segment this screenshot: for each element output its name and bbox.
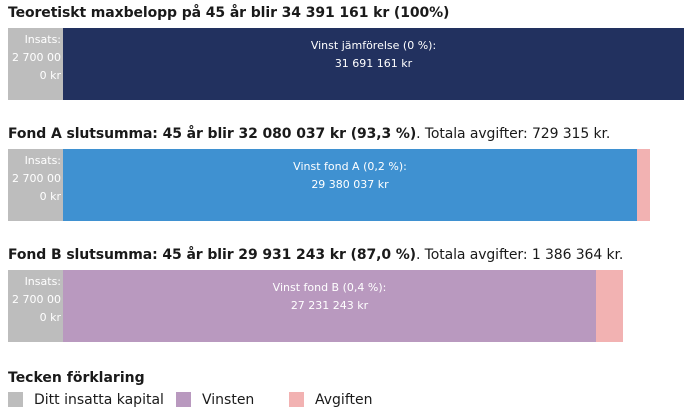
theoretical-insats-segment: Insats: 2 700 00 0 kr <box>8 28 63 100</box>
legend-label-vinst: Vinsten <box>202 392 255 408</box>
fond-b-section: Fond B slutsumma: 45 år blir 29 931 243 … <box>8 246 684 342</box>
fond-b-heading-suffix: . Totala avgifter: 1 386 364 kr. <box>415 247 624 263</box>
legend-swatch-avgift <box>289 392 304 407</box>
win-value: 29 380 037 kr <box>311 178 389 191</box>
fond-a-section: Fond A slutsumma: 45 år blir 32 080 037 … <box>8 125 684 221</box>
fond-a-bar: Insats: 2 700 00 0 kr Vinst fond A (0,2 … <box>8 149 684 221</box>
insats-label: Insats: <box>24 33 61 46</box>
fond-b-heading: Fond B slutsumma: 45 år blir 29 931 243 … <box>8 246 684 266</box>
theoretical-heading-amount: 34 391 161 kr <box>281 5 390 21</box>
fond-a-heading-prefix: Fond A slutsumma: 45 år blir <box>8 126 239 142</box>
fond-a-win-segment: Vinst fond A (0,2 %): 29 380 037 kr <box>63 149 637 221</box>
theoretical-bar: Insats: 2 700 00 0 kr Vinst jämförelse (… <box>8 28 684 100</box>
legend-swatch-insats <box>8 392 23 407</box>
insats-label: Insats: <box>24 275 61 288</box>
win-label: Vinst fond A (0,2 %): <box>293 160 407 173</box>
legend-title: Tecken förklaring <box>8 370 145 386</box>
fond-a-heading: Fond A slutsumma: 45 år blir 32 080 037 … <box>8 125 684 145</box>
fond-a-insats-segment: Insats: 2 700 00 0 kr <box>8 149 63 221</box>
fond-a-heading-amount: 32 080 037 kr <box>238 126 346 142</box>
insats-value: 2 700 00 <box>12 293 61 306</box>
fond-a-heading-pct: (93,3 %) <box>345 126 417 142</box>
win-label: Vinst jämförelse (0 %): <box>310 39 437 52</box>
fond-b-heading-prefix: Fond B slutsumma: 45 år blir <box>8 247 239 263</box>
fond-b-heading-pct: (87,0 %) <box>345 247 417 263</box>
legend-swatch-vinst <box>176 392 191 407</box>
insats-value: 2 700 00 <box>12 51 61 64</box>
theoretical-heading: Teoretiskt maxbelopp på 45 år blir 34 39… <box>8 4 684 24</box>
win-label: Vinst fond B (0,4 %): <box>272 281 387 294</box>
fond-a-heading-suffix: . Totala avgifter: 729 315 kr. <box>416 126 611 142</box>
insats-value: 2 700 00 <box>12 172 61 185</box>
insats-unit: 0 kr <box>39 69 61 82</box>
theoretical-section: Teoretiskt maxbelopp på 45 år blir 34 39… <box>8 4 684 100</box>
fond-a-fee-segment <box>637 149 650 221</box>
legend-label-avgift: Avgiften <box>315 392 373 408</box>
fond-b-fee-segment <box>596 270 623 342</box>
insats-unit: 0 kr <box>39 311 61 324</box>
theoretical-win-segment: Vinst jämförelse (0 %): 31 691 161 kr <box>63 28 684 100</box>
fond-b-bar: Insats: 2 700 00 0 kr Vinst fond B (0,4 … <box>8 270 684 342</box>
insats-label: Insats: <box>24 154 61 167</box>
fond-b-heading-amount: 29 931 243 kr <box>238 247 346 263</box>
win-value: 27 231 243 kr <box>290 299 369 312</box>
fond-b-win-segment: Vinst fond B (0,4 %): 27 231 243 kr <box>63 270 596 342</box>
fond-b-insats-segment: Insats: 2 700 00 0 kr <box>8 270 63 342</box>
win-value: 31 691 161 kr <box>334 57 413 70</box>
theoretical-heading-prefix: Teoretiskt maxbelopp på 45 år blir <box>8 5 282 21</box>
insats-unit: 0 kr <box>39 190 61 203</box>
theoretical-heading-suffix: (100%) <box>389 5 450 21</box>
legend-label-insats: Ditt insatta kapital <box>34 392 164 408</box>
